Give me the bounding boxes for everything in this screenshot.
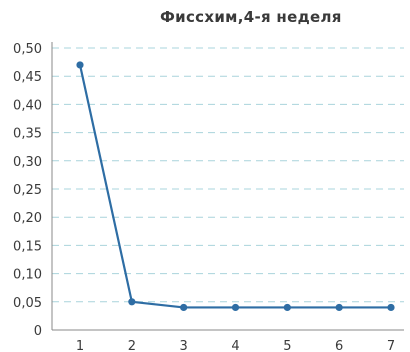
y-tick-label: 0,05 — [13, 296, 42, 311]
y-tick-label: 0,10 — [13, 268, 42, 283]
data-point — [283, 303, 291, 312]
series-line — [78, 64, 391, 309]
tick-labels: 0 0,05 0,10 0,15 0,20 0,25 0,30 0,35 0,40 0,45 0,5… — [13, 42, 395, 352]
y-tick-label: 0,45 — [13, 70, 42, 85]
y-tick-label: 0,30 — [13, 155, 42, 170]
data-point — [180, 303, 188, 312]
y-tick-label: 0,25 — [13, 183, 42, 198]
y-tick-label: 0 — [34, 324, 42, 339]
y-tick-label: 0,15 — [13, 239, 42, 254]
x-tick-label: 1 — [76, 339, 84, 352]
data-point — [231, 303, 240, 312]
data-point — [128, 298, 136, 306]
x-tick-label: 3 — [180, 339, 188, 352]
grid-lines — [52, 47, 404, 303]
data-point — [335, 303, 343, 312]
y-tick-label: 0,35 — [13, 127, 42, 142]
data-point — [387, 303, 395, 312]
x-tick-label: 5 — [283, 339, 291, 352]
y-tick-label: 0,40 — [13, 98, 42, 113]
axes — [51, 42, 404, 331]
y-tick-label: 0,20 — [13, 211, 42, 226]
series — [76, 61, 395, 312]
data-point — [76, 61, 84, 69]
x-tick-label: 7 — [387, 339, 395, 352]
x-tick-label: 6 — [335, 339, 343, 352]
x-tick-label: 4 — [231, 339, 239, 352]
y-tick-label: 0,50 — [13, 42, 42, 57]
x-tick-label: 2 — [128, 339, 136, 352]
chart-title: Фиссхим,4-я неделя — [160, 8, 342, 26]
